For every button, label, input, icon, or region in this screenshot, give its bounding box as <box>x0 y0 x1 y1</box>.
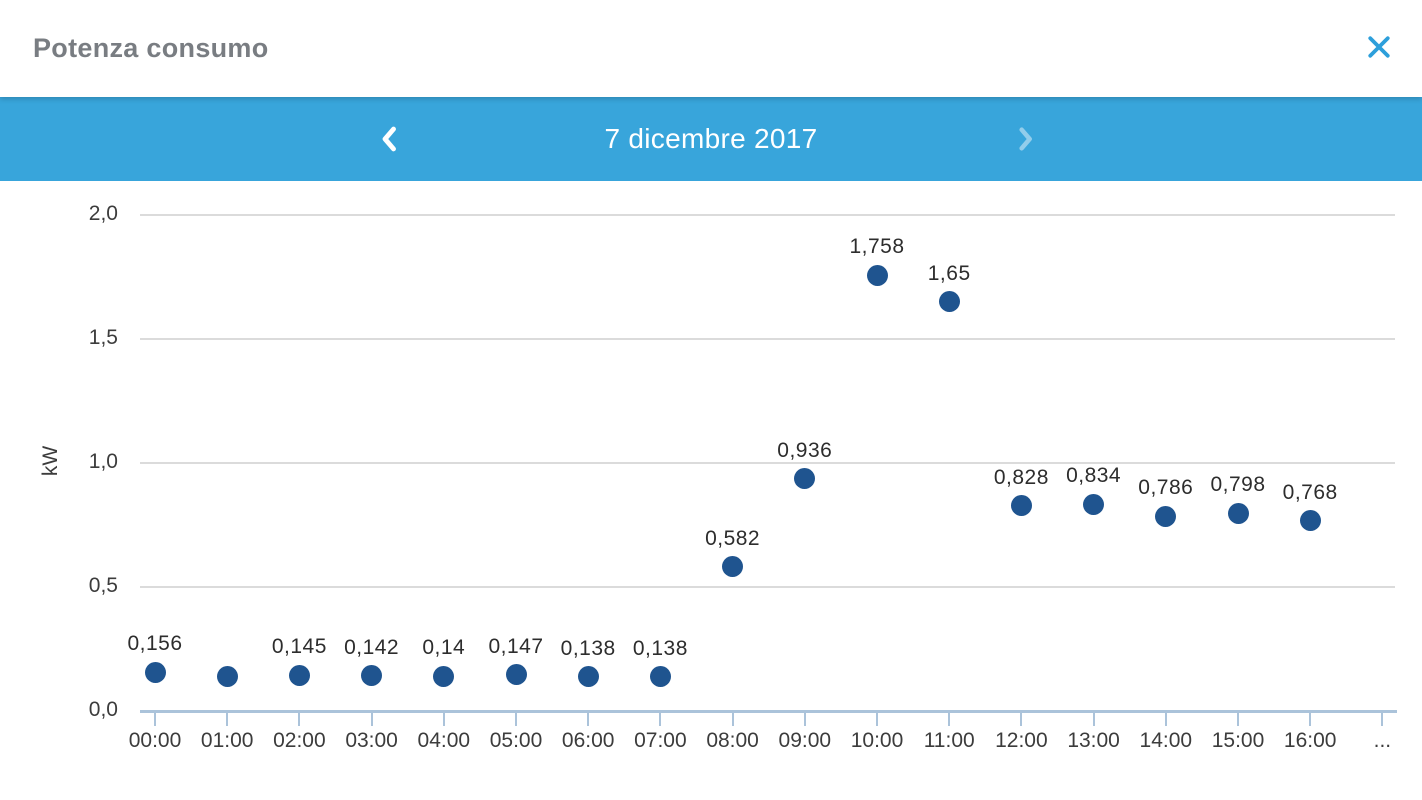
x-axis-tick <box>948 711 951 726</box>
x-axis-tick-label: 16:00 <box>1283 729 1337 752</box>
data-point[interactable] <box>938 291 960 313</box>
data-point[interactable] <box>1155 505 1177 527</box>
x-axis-tick <box>1381 711 1384 726</box>
x-axis-tick-label: 04:00 <box>417 729 471 752</box>
close-button[interactable] <box>1356 24 1402 70</box>
x-axis-tick-label: 00:00 <box>128 729 182 752</box>
y-axis-title: kW <box>39 445 63 477</box>
x-axis-tick-label: 07:00 <box>634 729 687 752</box>
data-point[interactable] <box>361 665 383 687</box>
y-axis-tick-label: 2,0 <box>88 202 118 225</box>
x-axis-tick-label: 11:00 <box>923 729 975 752</box>
x-axis-tick <box>226 711 229 726</box>
x-axis-tick-label: 02:00 <box>273 729 326 752</box>
y-axis-tick-label: 1,0 <box>88 450 118 473</box>
data-point-label: 1,65 <box>927 261 971 285</box>
x-axis-tick-label: 06:00 <box>561 729 615 752</box>
previous-day-button[interactable] <box>362 111 418 167</box>
data-point-label: 0,834 <box>1066 464 1122 488</box>
x-axis-tick-label: 13:00 <box>1067 729 1120 752</box>
x-axis-tick <box>154 711 156 726</box>
gridline <box>140 586 1395 588</box>
data-point-label: 0,142 <box>344 635 400 659</box>
x-axis-tick <box>1020 711 1023 726</box>
data-point-label: 0,936 <box>777 438 833 462</box>
date-label: 7 dicembre 2017 <box>604 123 818 154</box>
x-axis-tick-label: 01:00 <box>200 729 254 752</box>
x-axis-tick <box>515 711 517 726</box>
data-point[interactable] <box>216 666 238 688</box>
data-point-label: 0,156 <box>127 632 183 656</box>
data-point[interactable] <box>1299 510 1321 532</box>
data-point[interactable] <box>1010 495 1032 517</box>
data-point-label: 0,147 <box>488 634 544 658</box>
data-point[interactable] <box>1227 502 1249 524</box>
data-point-label: 0,828 <box>993 465 1049 489</box>
x-axis-tick <box>1164 711 1167 726</box>
data-point-label: 0,768 <box>1282 480 1338 504</box>
data-point-label: 0,582 <box>705 526 761 550</box>
power-consumption-chart: 0,0 0,5 1,0 1,5 2,0 00:00 01:00 02:00 03:00 04:00… <box>0 181 1422 800</box>
data-point[interactable] <box>1083 493 1105 515</box>
x-axis-tick-label: 15:00 <box>1211 729 1265 752</box>
data-point[interactable] <box>433 665 455 687</box>
x-axis-tick <box>1092 711 1095 726</box>
dialog-title: Potenza consumo <box>33 33 269 63</box>
x-axis-tick-label: ... <box>1373 729 1392 752</box>
data-point-label: 0,145 <box>271 635 327 659</box>
close-icon <box>1364 32 1394 62</box>
next-day-button[interactable] <box>997 111 1053 167</box>
x-axis-tick <box>1237 711 1239 726</box>
x-axis-line <box>140 710 1397 713</box>
data-point[interactable] <box>794 468 816 490</box>
x-axis-tick <box>803 711 806 726</box>
x-axis-tick <box>876 711 878 726</box>
data-point[interactable] <box>866 264 888 286</box>
data-point[interactable] <box>505 664 527 686</box>
x-axis-tick <box>298 711 301 726</box>
x-axis-tick <box>1309 711 1312 726</box>
data-point-label: 1,758 <box>849 235 905 259</box>
x-axis-tick-label: 12:00 <box>995 729 1048 752</box>
x-axis-tick-label: 03:00 <box>345 729 398 752</box>
data-point[interactable] <box>288 664 310 686</box>
data-point-label: 0,138 <box>632 636 688 660</box>
x-axis-tick-label: 10:00 <box>850 729 904 752</box>
gridline <box>140 338 1395 340</box>
dialog-header: Potenza consumo <box>0 0 1422 97</box>
data-point[interactable] <box>577 666 599 688</box>
data-point[interactable] <box>144 661 166 683</box>
data-point-label: 0,798 <box>1210 473 1266 497</box>
x-axis-tick <box>370 711 373 726</box>
x-axis-tick <box>442 711 445 726</box>
y-axis-tick-label: 0,0 <box>88 698 118 721</box>
data-point-label: 0,14 <box>422 636 466 660</box>
data-point[interactable] <box>649 666 671 688</box>
gridline <box>140 214 1395 216</box>
chevron-left-icon <box>373 122 407 156</box>
chevron-right-icon <box>1009 123 1041 155</box>
data-point-label: 0,786 <box>1138 476 1194 500</box>
x-axis-tick <box>659 711 662 726</box>
y-axis-tick-label: 0,5 <box>88 574 118 597</box>
x-axis-tick <box>587 711 590 726</box>
x-axis-tick-label: 05:00 <box>489 729 543 752</box>
data-point[interactable] <box>722 556 744 578</box>
x-axis-tick <box>731 711 734 726</box>
gridline <box>140 462 1395 464</box>
y-axis-tick-label: 1,5 <box>88 326 118 349</box>
x-axis-tick-label: 14:00 <box>1139 729 1193 752</box>
date-nav-bar: 7 dicembre 2017 <box>0 97 1422 181</box>
x-axis-tick-label: 09:00 <box>778 729 832 752</box>
data-point-label: 0,138 <box>560 636 616 660</box>
x-axis-tick-label: 08:00 <box>706 729 759 752</box>
